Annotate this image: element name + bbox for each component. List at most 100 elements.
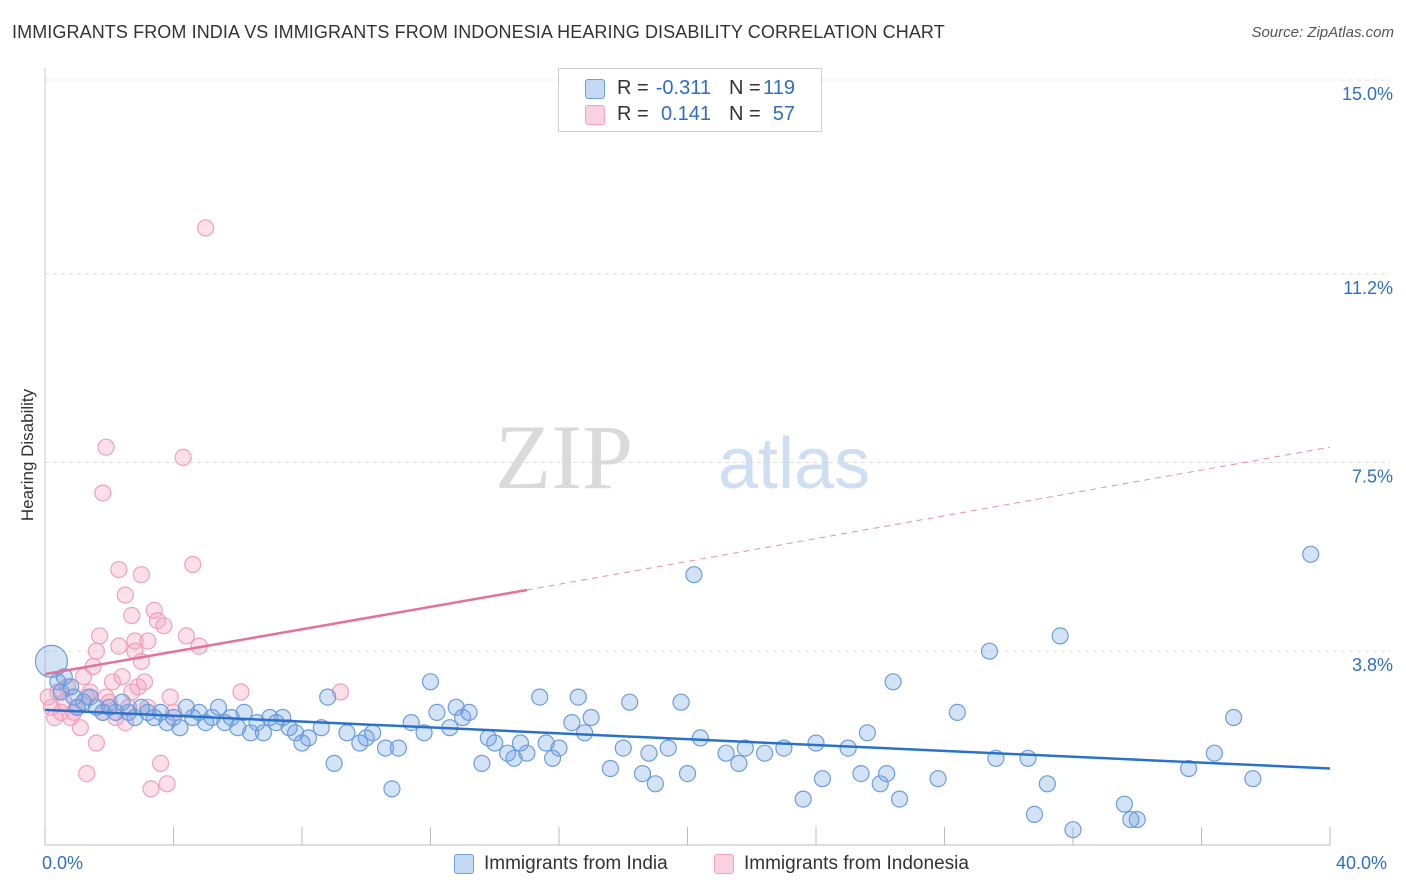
india-point: [659, 739, 677, 757]
y-tick-labels: 3.8% 7.5% 11.2% 15.0%: [1342, 84, 1393, 675]
indonesia-point: [87, 734, 106, 752]
india-point: [614, 739, 632, 757]
indonesia-point: [135, 673, 154, 691]
indonesia-point: [91, 627, 109, 645]
india-point: [839, 739, 857, 757]
india-point: [518, 744, 536, 762]
stats-legend: R = -0.311 N = 119 R = 0.141 N = 57: [558, 68, 822, 132]
india-trend-line: [44, 708, 1331, 770]
india-point: [1122, 810, 1140, 829]
indonesia-point: [87, 642, 106, 660]
india-point: [890, 790, 909, 808]
india-point: [364, 724, 382, 742]
legend-n-label: N =: [729, 103, 761, 125]
india-point: [691, 729, 709, 747]
india-point: [852, 764, 870, 783]
indonesia-point: [110, 637, 128, 655]
india-point: [871, 775, 889, 793]
india-point: [1180, 759, 1198, 778]
india-point: [531, 688, 549, 706]
legend-n-value: 57: [772, 103, 795, 125]
india-point: [486, 734, 504, 752]
indonesia-point: [152, 754, 170, 773]
indonesia-point: [158, 775, 176, 793]
india-point: [576, 724, 594, 742]
india-point: [460, 703, 478, 722]
indonesia-point: [78, 764, 96, 783]
india-point: [383, 780, 401, 798]
india-point: [537, 734, 555, 752]
india-point: [794, 790, 812, 808]
india-point: [376, 739, 395, 757]
india-point: [113, 693, 131, 711]
india-point: [1225, 708, 1243, 727]
india-point: [569, 688, 587, 706]
indonesia-point: [126, 632, 144, 650]
legend-n-value: 119: [763, 77, 795, 99]
y-tick-label: 15.0%: [1342, 84, 1393, 104]
india-point: [1128, 810, 1146, 829]
watermark: ZIP atlas: [495, 406, 870, 508]
india-point: [81, 688, 99, 706]
india-point: [878, 764, 896, 783]
india-point: [813, 770, 832, 788]
series-india-points: [34, 545, 1320, 839]
india-point: [319, 688, 337, 706]
india-point: [254, 724, 273, 742]
indonesia-point: [177, 627, 195, 645]
india-point: [640, 744, 658, 762]
watermark-zip: ZIP: [495, 406, 633, 508]
india-point: [299, 729, 318, 747]
y-axis-label: Hearing Disability: [18, 388, 37, 522]
legend-swatch-india: [585, 79, 605, 99]
india-point: [582, 708, 600, 727]
india-point: [171, 719, 189, 737]
indonesia-point: [161, 688, 179, 706]
x-tick-label-min: 0.0%: [42, 853, 84, 873]
legend-row-indonesia: R = 0.141 N = 57: [559, 101, 821, 127]
india-point: [389, 739, 407, 757]
gridlines: [45, 79, 1390, 652]
indonesia-point: [116, 586, 134, 604]
india-point: [1019, 749, 1037, 767]
indonesia-point: [139, 632, 157, 650]
indonesia-point: [110, 560, 128, 579]
indonesia-point: [142, 780, 160, 798]
indonesia-point: [184, 555, 202, 574]
bottom-legend-label-indonesia: Immigrants from Indonesia: [744, 853, 969, 874]
india-point: [1064, 821, 1082, 839]
indonesia-point: [331, 683, 350, 701]
source-label: Source: ZipAtlas.com: [1251, 24, 1394, 41]
indonesia-point: [100, 693, 118, 711]
india-point: [1038, 775, 1056, 793]
indonesia-point: [155, 617, 173, 635]
axes: [44, 68, 1331, 846]
indonesia-trend-line: [44, 588, 528, 676]
india-point: [505, 749, 523, 767]
trend-lines: [44, 446, 1331, 770]
legend-r-label: R =: [617, 103, 649, 125]
x-tick-label-max: 40.0%: [1336, 853, 1388, 873]
india-point: [730, 754, 748, 773]
legend-r-label: R =: [617, 77, 649, 99]
india-point: [807, 734, 825, 752]
india-point: [948, 703, 966, 722]
india-point: [858, 724, 877, 742]
bottom-legend-label-india: Immigrants from India: [484, 853, 668, 874]
india-point: [543, 749, 562, 767]
indonesia-point: [145, 601, 163, 620]
india-point: [980, 642, 999, 660]
india-point: [755, 744, 774, 762]
india-point: [1051, 627, 1069, 645]
india-point: [1205, 744, 1223, 762]
india-point: [325, 754, 343, 773]
india-point: [621, 693, 639, 711]
legend-row-india: R = -0.311 N = 119: [559, 75, 821, 101]
india-point: [1025, 805, 1044, 824]
legend-n-label: N =: [729, 77, 761, 99]
india-point: [646, 775, 664, 793]
india-point: [1302, 545, 1320, 563]
indonesia-point: [197, 219, 215, 237]
indonesia-point: [52, 703, 70, 722]
indonesia-point: [39, 688, 57, 706]
